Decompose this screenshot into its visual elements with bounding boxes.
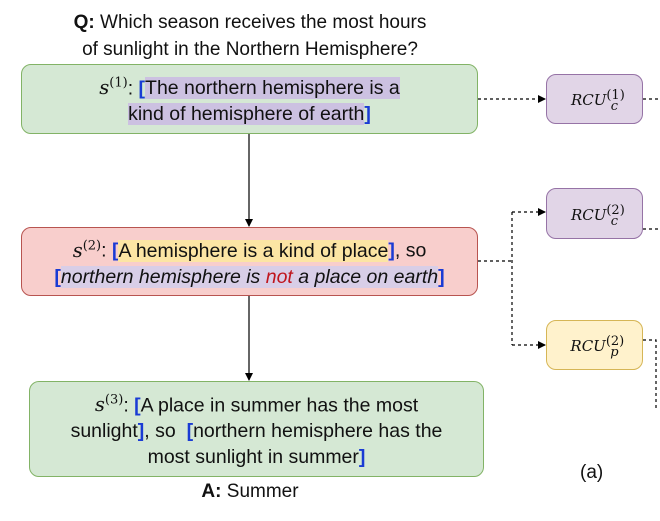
step-3-open-bracket-2: [ (186, 420, 194, 443)
step-3-close-bracket-1: ] (137, 420, 145, 443)
step-1-text2: kind of hemisphere of earth (128, 103, 365, 126)
answer: A: Summer (0, 481, 500, 503)
step-3-premise-a: A place in summer has the most (140, 394, 419, 417)
step-2-premise: A hemisphere is a kind of place (118, 239, 389, 262)
step-2-conclusion-a: northern hemisphere is (60, 265, 266, 288)
step-1-open-bracket: [ (138, 77, 146, 100)
step-3-open-bracket-1: [ (134, 394, 141, 417)
step-3-conclusion-b: most sunlight in summer (147, 446, 359, 469)
step-2-close-bracket-2: ] (438, 265, 445, 288)
step-3-connector: , so (144, 420, 176, 443)
step-1-line2: kind of hemisphere of earth] (128, 101, 371, 127)
question-line2: of sunlight in the Northern Hemisphere? (82, 39, 418, 60)
step-1-close-bracket: ] (364, 103, 371, 126)
step-3-line1: s(3): [A place in summer has the most (94, 392, 419, 417)
panel-tag: (a) (580, 462, 604, 483)
rcu-p2-label: RCU(2)p (570, 334, 625, 360)
step-3-line2: sunlight], so [northern hemisphere has t… (71, 418, 443, 444)
step-2-connector: , so (394, 239, 427, 262)
question-prefix: Q: (73, 12, 95, 33)
question: Q: Which season receives the most hours … (0, 9, 500, 63)
step-3-conclusion-a: northern hemisphere has the (193, 420, 443, 443)
rcu-c1-label: RCU(1)c (570, 88, 625, 114)
step-3-line3: most sunlight in summer] (148, 444, 366, 470)
rcu-c2-label: RCU(2)c (570, 202, 625, 229)
step-2-label: s(2) (72, 238, 102, 262)
rcu-c2-box: RCU(2)c (546, 188, 643, 239)
answer-prefix: A: (201, 481, 222, 502)
step-3-premise-b: sunlight (70, 420, 138, 443)
step-2-close-bracket-1: ] (388, 239, 395, 262)
rcu-p2-box: RCU(2)p (546, 320, 643, 370)
step-3-label: s(3) (94, 392, 124, 417)
step-3-box: s(3): [A place in summer has the most su… (29, 381, 484, 477)
step-2-open-bracket-2: [ (54, 265, 61, 288)
step-2-conclusion-b: a place on earth (292, 265, 439, 288)
step-2-open-bracket-1: [ (111, 239, 119, 262)
step-1-line1: s(1): [The northern hemisphere is a (99, 75, 400, 100)
answer-text: Summer (226, 481, 299, 502)
rcu-p2-out (643, 339, 657, 410)
step-2-box: s(2): [A hemisphere is a kind of place],… (21, 227, 478, 296)
step-2-line1: s(2): [A hemisphere is a kind of place],… (72, 238, 427, 262)
step-2-negation: not (265, 265, 293, 288)
step-2-line2: [northern hemisphere is not a place on e… (54, 264, 445, 290)
step-1-label: s(1) (99, 75, 128, 100)
question-line1: Which season receives the most hours (100, 12, 427, 33)
step-1-box: s(1): [The northern hemisphere is a kind… (21, 64, 478, 134)
step-1-text1: The northern hemisphere is a (145, 77, 400, 100)
step-3-close-bracket-2: ] (358, 446, 366, 469)
rcu-c1-box: RCU(1)c (546, 74, 643, 124)
